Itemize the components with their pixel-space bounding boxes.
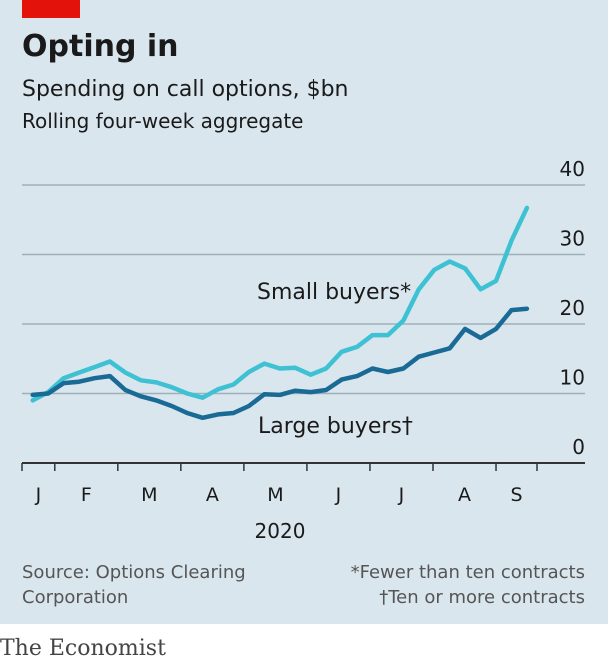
year-label: 2020: [255, 519, 306, 543]
x-tick-label: F: [81, 484, 92, 506]
red-tag: [22, 0, 80, 18]
x-tick-label: J: [335, 484, 342, 506]
footnote: †Ten or more contracts: [379, 587, 585, 608]
y-tick-label: 0: [572, 435, 585, 459]
series-line: [30, 205, 530, 403]
x-tick-label: A: [458, 484, 471, 506]
chart-note: Rolling four-week aggregate: [22, 109, 303, 133]
chart-title: Opting in: [22, 29, 179, 64]
brand: The Economist: [0, 636, 166, 661]
x-tick-label: M: [267, 484, 283, 506]
series-line: [30, 306, 530, 421]
series-label: Small buyers*: [257, 280, 411, 305]
y-tick-label: 10: [560, 366, 585, 390]
footnote: *Fewer than ten contracts: [351, 562, 585, 583]
y-tick-label: 20: [560, 296, 585, 320]
series-label: Large buyers†: [258, 414, 413, 439]
y-tick-label: 30: [560, 227, 585, 251]
source: Source: Options Clearing: [22, 562, 246, 583]
x-tick-label: J: [35, 484, 42, 506]
x-tick-label: S: [510, 484, 522, 506]
x-tick-label: A: [206, 484, 219, 506]
background: [0, 0, 608, 624]
source: Corporation: [22, 587, 128, 608]
chart-subtitle: Spending on call options, $bn: [22, 77, 349, 102]
x-tick-label: J: [398, 484, 405, 506]
y-tick-label: 40: [560, 157, 585, 181]
x-tick-label: M: [141, 484, 157, 506]
